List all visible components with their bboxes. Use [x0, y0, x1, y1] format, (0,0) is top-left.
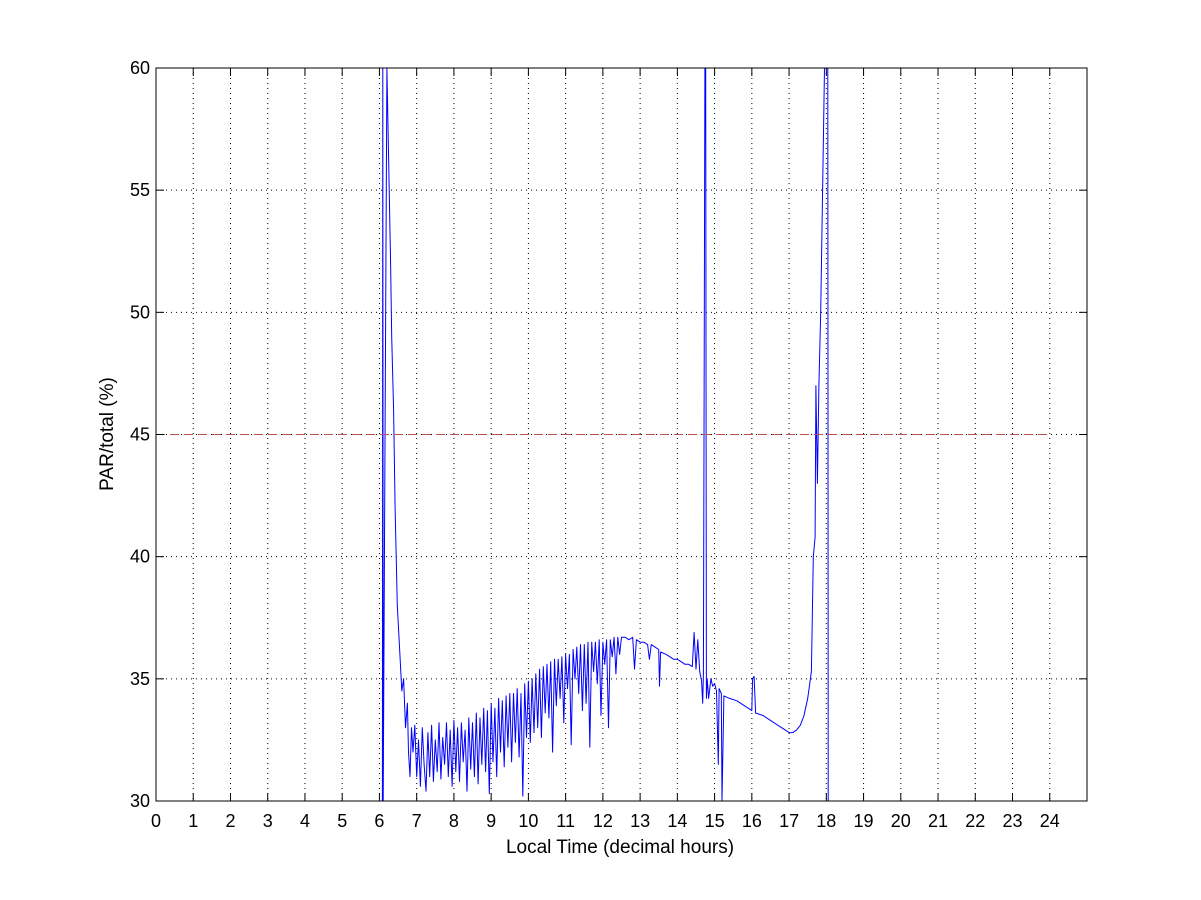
x-tick-label: 3	[263, 811, 273, 831]
tick-marks	[155, 67, 1087, 802]
x-tick-label: 7	[412, 811, 422, 831]
y-tick-label: 60	[130, 58, 150, 78]
x-tick-label: 16	[742, 811, 762, 831]
x-tick-label: 0	[151, 811, 161, 831]
x-tick-label: 14	[667, 811, 687, 831]
x-tick-label: 4	[300, 811, 310, 831]
x-tick-label: 20	[891, 811, 911, 831]
x-tick-label: 2	[225, 811, 235, 831]
x-tick-label: 11	[556, 811, 575, 831]
y-tick-label: 35	[130, 669, 150, 689]
x-tick-label: 5	[337, 811, 347, 831]
y-axis-label: PAR/total (%)	[97, 377, 118, 491]
x-tick-label: 19	[854, 811, 874, 831]
x-tick-label: 15	[705, 811, 725, 831]
y-tick-label: 55	[130, 180, 150, 200]
x-tick-label: 1	[188, 811, 198, 831]
x-tick-label: 22	[965, 811, 985, 831]
x-tick-label: 18	[816, 811, 836, 831]
y-tick-label: 50	[130, 302, 150, 322]
x-tick-label: 24	[1040, 811, 1060, 831]
x-tick-label: 12	[593, 811, 613, 831]
y-tick-label: 45	[130, 425, 150, 445]
x-tick-label: 10	[518, 811, 538, 831]
x-tick-label: 6	[374, 811, 384, 831]
x-tick-label: 23	[1003, 811, 1023, 831]
x-tick-label: 21	[928, 811, 948, 831]
x-axis-label: Local Time (decimal hours)	[506, 837, 734, 858]
y-tick-labels: 30 35 40 45 50 55 60	[130, 58, 150, 811]
x-tick-label: 8	[449, 811, 459, 831]
series-line	[381, 68, 829, 801]
x-tick-label: 9	[486, 811, 496, 831]
series-layer	[156, 68, 1050, 801]
x-tick-labels: 0 1 2 3 4 5 6 7 8 9 10 11 12 13 14 15 16 17 18 19 20 21 22 23 24	[151, 811, 1060, 831]
y-tick-label: 40	[130, 547, 150, 567]
x-tick-label: 17	[779, 811, 799, 831]
y-tick-label: 30	[130, 791, 150, 811]
x-tick-label: 13	[630, 811, 650, 831]
